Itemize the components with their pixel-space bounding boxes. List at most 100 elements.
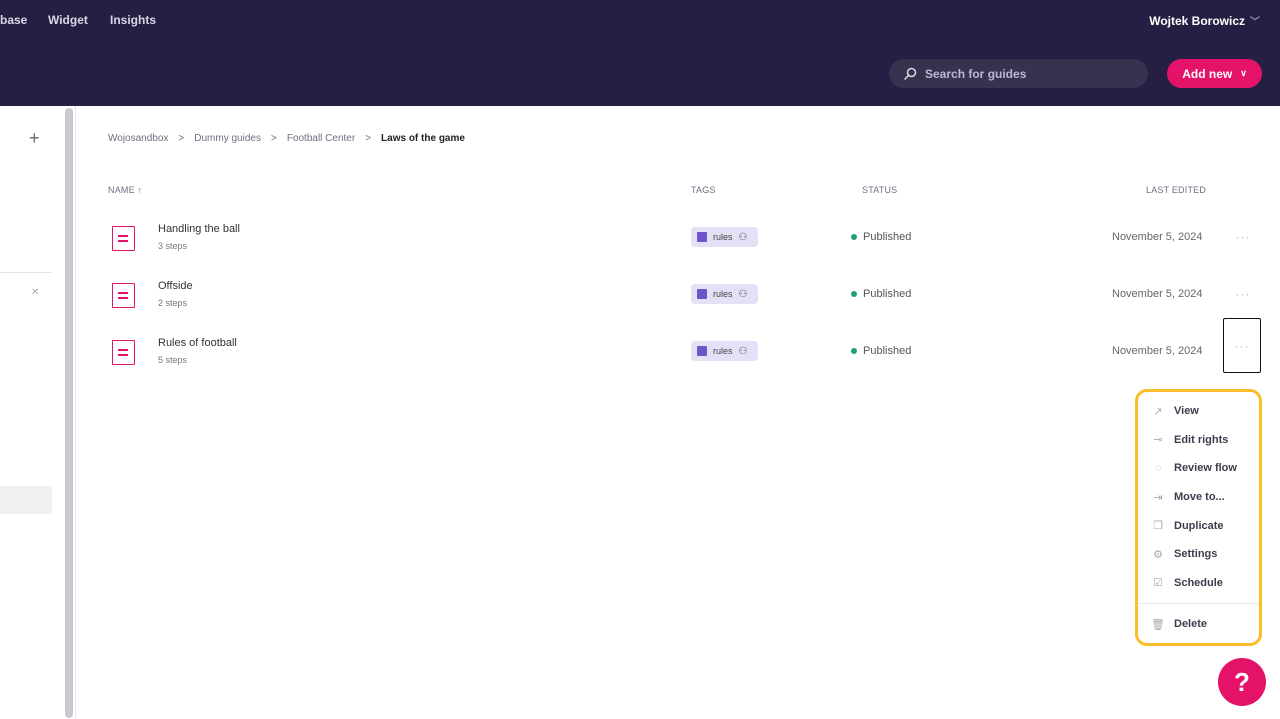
tag-color-icon <box>697 289 707 299</box>
tag-badge[interactable]: rules ⚇ <box>691 227 758 247</box>
ellipsis-icon: ··· <box>1235 287 1251 301</box>
menu-label: Review flow <box>1174 462 1237 475</box>
tag-group-icon: ⚇ <box>738 288 748 300</box>
guide-name[interactable]: Rules of football <box>158 337 237 349</box>
menu-item-move-to[interactable]: ⇥ Move to... <box>1138 483 1259 512</box>
tag-color-icon <box>697 346 707 356</box>
tag-label: rules <box>713 346 733 356</box>
ellipsis-icon: ··· <box>1234 338 1250 353</box>
question-icon: ? <box>1234 666 1250 697</box>
add-new-label: Add new <box>1182 66 1233 81</box>
menu-label: Settings <box>1174 548 1218 561</box>
help-button[interactable]: ? <box>1218 658 1266 706</box>
sidebar-item-selected[interactable] <box>0 486 52 514</box>
menu-item-settings[interactable]: ⚙ Settings <box>1138 540 1259 569</box>
chevron-right-icon: > <box>365 133 372 144</box>
tag-badge[interactable]: rules ⚇ <box>691 284 758 304</box>
move-icon: ⇥ <box>1153 491 1163 504</box>
nav-insights[interactable]: Insights <box>110 13 157 27</box>
scrollbar[interactable] <box>65 108 73 718</box>
tag-group-icon: ⚇ <box>738 231 748 243</box>
table-row[interactable]: Offside 2 steps rules ⚇ Published Novembe… <box>108 268 1268 325</box>
guide-icon <box>112 283 135 308</box>
nav-widget[interactable]: Widget <box>48 13 88 27</box>
last-edited-date: November 5, 2024 <box>1112 345 1203 357</box>
menu-item-review-flow[interactable]: ◌ Review flow <box>1138 454 1259 483</box>
breadcrumb-current: Laws of the game <box>381 133 465 144</box>
breadcrumb-item[interactable]: Dummy guides <box>194 133 261 144</box>
guide-steps: 5 steps <box>158 355 188 365</box>
add-new-button[interactable]: Add new ∨ <box>1167 59 1262 88</box>
status-label: Published <box>863 345 912 357</box>
sidebar: + ✕ <box>0 106 64 719</box>
menu-item-view[interactable]: ↗ View <box>1138 397 1259 426</box>
search-input[interactable] <box>925 66 1125 81</box>
menu-label: View <box>1174 405 1199 418</box>
chevron-right-icon: > <box>178 133 185 144</box>
status-label: Published <box>863 288 912 300</box>
last-edited-date: November 5, 2024 <box>1112 231 1203 243</box>
nav-knowledge-base[interactable]: base <box>0 13 28 27</box>
more-options-button[interactable]: ··· <box>1223 318 1261 373</box>
guide-name[interactable]: Handling the ball <box>158 223 240 235</box>
key-icon: ⊸ <box>1153 434 1163 447</box>
last-edited-date: November 5, 2024 <box>1112 288 1203 300</box>
column-header-last-edited: LAST EDITED <box>1146 185 1207 195</box>
guide-icon <box>112 226 135 251</box>
menu-label: Move to... <box>1174 491 1225 504</box>
menu-label: Delete <box>1174 618 1208 631</box>
sort-arrow-up-icon: ↑ <box>137 185 143 195</box>
tag-badge[interactable]: rules ⚇ <box>691 341 758 361</box>
menu-label: Duplicate <box>1174 519 1224 532</box>
more-options-button[interactable]: ··· <box>1224 278 1262 310</box>
table-row[interactable]: Rules of football 5 steps rules ⚇ Publish… <box>108 318 1268 382</box>
user-name: Wojtek Borowicz <box>1149 13 1245 28</box>
column-header-tags: TAGS <box>691 185 716 195</box>
breadcrumb: Wojosandbox > Dummy guides > Football Cent… <box>108 133 465 144</box>
status-dot-icon <box>851 291 857 297</box>
gear-icon: ⚙ <box>1153 548 1163 561</box>
top-header: base Widget Insights Wojtek Borowicz ﹀ Ad… <box>0 0 1280 106</box>
guide-icon <box>112 340 135 365</box>
column-header-status: STATUS <box>862 185 898 195</box>
search-box[interactable] <box>889 59 1148 88</box>
copy-icon: ❐ <box>1153 520 1163 533</box>
guide-steps: 2 steps <box>158 298 188 308</box>
menu-item-delete[interactable]: 🗑 Delete <box>1138 610 1259 639</box>
chevron-down-icon: ﹀ <box>1250 17 1260 28</box>
external-link-icon: ↗ <box>1153 405 1163 418</box>
plus-icon[interactable]: + <box>29 128 40 148</box>
chevron-right-icon: > <box>270 133 277 144</box>
menu-item-duplicate[interactable]: ❐ Duplicate <box>1138 511 1259 540</box>
tag-color-icon <box>697 232 707 242</box>
menu-item-schedule[interactable]: ☑ Schedule <box>1138 569 1259 598</box>
status-badge: Published <box>851 231 911 243</box>
tag-group-icon: ⚇ <box>738 345 748 357</box>
divider <box>1138 603 1259 605</box>
status-badge: Published <box>851 288 911 300</box>
more-options-button[interactable]: ··· <box>1224 221 1262 253</box>
column-label: NAME <box>108 185 135 195</box>
breadcrumb-item[interactable]: Football Center <box>286 133 356 144</box>
tag-label: rules <box>713 232 733 242</box>
breadcrumb-item[interactable]: Wojosandbox <box>108 133 169 144</box>
ellipsis-icon: ··· <box>1235 230 1251 244</box>
menu-label: Schedule <box>1174 576 1223 589</box>
status-dot-icon <box>851 348 857 354</box>
search-icon <box>903 67 917 80</box>
status-label: Published <box>863 231 912 243</box>
trash-icon: 🗑 <box>1151 618 1165 631</box>
collapse-icon[interactable]: ✕ <box>31 287 40 298</box>
status-dot-icon <box>851 234 857 240</box>
chevron-down-icon: ∨ <box>1240 68 1247 78</box>
guide-name[interactable]: Offside <box>158 280 193 292</box>
review-icon: ◌ <box>1154 462 1162 475</box>
menu-item-edit-rights[interactable]: ⊸ Edit rights <box>1138 426 1259 455</box>
calendar-check-icon: ☑ <box>1153 577 1163 590</box>
context-menu: ↗ View ⊸ Edit rights ◌ Review flow ⇥ Move to...… <box>1135 389 1262 646</box>
menu-label: Edit rights <box>1174 433 1229 446</box>
table-row[interactable]: Handling the ball 3 steps rules ⚇ Publish… <box>108 211 1268 268</box>
user-menu[interactable]: Wojtek Borowicz ﹀ <box>1149 13 1260 29</box>
column-header-name[interactable]: NAME ↑ <box>108 185 142 195</box>
guide-steps: 3 steps <box>158 241 188 251</box>
